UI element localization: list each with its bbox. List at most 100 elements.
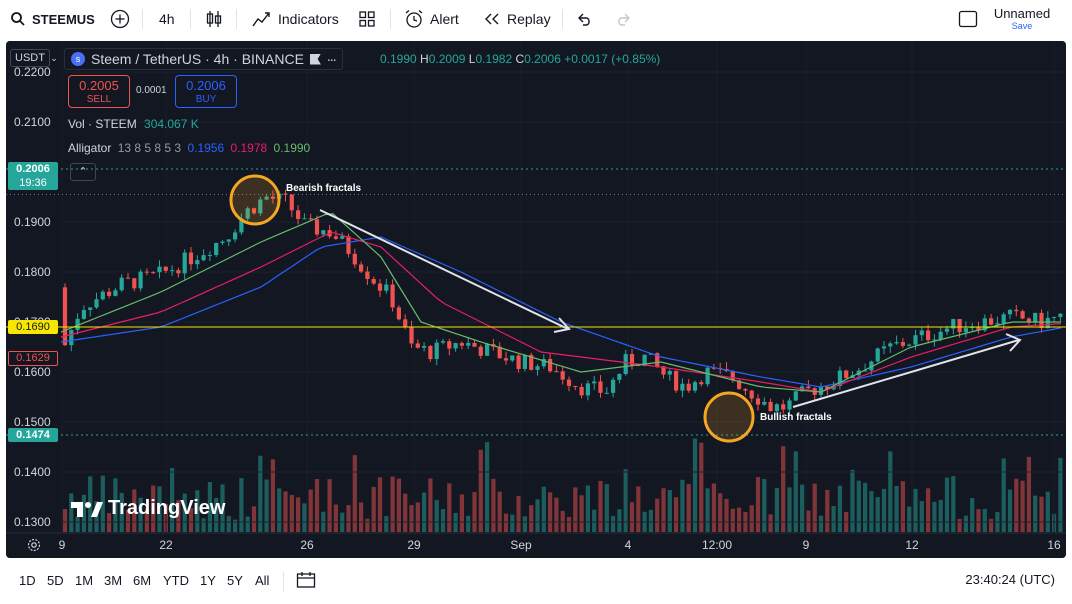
time-tick-label: 16 (1047, 538, 1061, 552)
candle-body (674, 371, 679, 391)
candle-body (472, 342, 477, 347)
volume-bar (491, 478, 496, 532)
volume-bar (1007, 489, 1013, 532)
volume-bar (182, 493, 187, 532)
candle-body (755, 398, 761, 405)
volume-bar (409, 504, 414, 532)
range-button-1y[interactable]: 1Y (200, 573, 216, 588)
range-button-1d[interactable]: 1D (19, 573, 36, 588)
annotations[interactable] (229, 174, 1022, 443)
volume-bar (377, 477, 383, 532)
goto-date-button[interactable] (296, 571, 316, 592)
candle-body (245, 208, 250, 219)
volume-bar (989, 518, 994, 532)
candle-body (522, 354, 527, 369)
volume-bar (919, 501, 924, 532)
volume-legend[interactable]: Vol · STEEM 304.067 K (68, 117, 199, 131)
alligator-legend[interactable]: Alligator 13 8 5 8 5 3 0.1956 0.1978 0.1… (68, 141, 310, 155)
candle-body (541, 358, 546, 367)
layout-checkbox[interactable] (958, 0, 978, 38)
candle-body (396, 307, 401, 320)
candle-body (951, 319, 956, 329)
range-button-3m[interactable]: 3M (104, 573, 123, 588)
candle-body (151, 272, 156, 274)
volume-bar (806, 510, 811, 532)
volume-bar (151, 485, 156, 532)
undo-button[interactable] (576, 0, 594, 38)
candle-body (113, 290, 118, 296)
volume-bar (604, 484, 609, 532)
replay-button[interactable]: Replay (483, 0, 551, 38)
toolbar-divider (236, 9, 237, 29)
price-chart[interactable]: 0.22000.21000.19000.18000.17000.16000.15… (6, 41, 1066, 558)
indicators-button[interactable]: Indicators (252, 0, 339, 38)
symbol-legend[interactable]: s Steem / TetherUS · 4h · BINANCE ∙∙∙ (64, 48, 343, 70)
volume-bar (132, 489, 137, 532)
alarm-clock-icon (405, 10, 423, 28)
volume-bar (403, 493, 408, 532)
range-button-ytd[interactable]: YTD (163, 573, 189, 588)
volume-bar (1033, 495, 1038, 532)
chart-type-button[interactable] (205, 0, 223, 38)
bearish-trend-arrow[interactable] (319, 209, 569, 330)
volume-bar (957, 518, 962, 532)
currency-button[interactable]: USDT ⌄ (10, 49, 58, 67)
compare-button[interactable] (110, 0, 130, 38)
more-icon[interactable]: ∙∙∙ (326, 51, 337, 67)
bearish-fractal-circle[interactable] (229, 174, 281, 226)
volume-bar (944, 477, 950, 532)
bullish-fractal-circle[interactable] (703, 391, 755, 443)
volume-bar (283, 491, 288, 532)
sell-button[interactable]: 0.2005 SELL (68, 75, 130, 108)
alligator-lines (60, 213, 1062, 393)
volume-bar (422, 492, 427, 532)
utc-clock[interactable]: 23:40:24 (UTC) (965, 572, 1055, 587)
volume-bar (107, 513, 112, 532)
candle-body (989, 318, 994, 325)
templates-button[interactable] (358, 0, 376, 38)
candle-body (919, 330, 924, 336)
volume-bar (636, 486, 641, 532)
candle-body (170, 270, 175, 272)
bullish-trend-arrow[interactable] (792, 339, 1020, 408)
volume-bar (459, 494, 464, 532)
last-price: 0.2006 (16, 163, 50, 175)
range-button-5d[interactable]: 5D (47, 573, 64, 588)
buy-button[interactable]: 0.2006 BUY (175, 75, 237, 108)
range-button-6m[interactable]: 6M (133, 573, 152, 588)
redo-button[interactable] (614, 0, 632, 38)
interval-button[interactable]: 4h (159, 0, 175, 38)
horizontal-lines[interactable] (6, 168, 1066, 436)
candle-body (453, 343, 458, 349)
candle-body (466, 342, 471, 346)
tradingview-watermark[interactable]: TradingView (70, 497, 225, 520)
candle-body (529, 354, 534, 370)
chart-settings-button[interactable] (26, 537, 42, 556)
bullish-fractals-label[interactable]: Bullish fractals (760, 412, 832, 423)
candle-body (384, 284, 389, 291)
range-button-5y[interactable]: 5Y (227, 573, 243, 588)
candle-body (333, 236, 338, 239)
alert-button[interactable]: Alert (404, 0, 459, 38)
candle-body (598, 381, 603, 393)
volume-bar (711, 483, 716, 532)
volume-bar (535, 499, 540, 532)
range-button-1m[interactable]: 1M (75, 573, 94, 588)
plus-circle-icon (110, 9, 130, 29)
top-toolbar: STEEMUS 4h Indicators Alert Replay (0, 0, 1072, 38)
volume-bar (365, 518, 370, 532)
arrowhead (553, 317, 571, 333)
volume-bar (296, 497, 301, 532)
collapse-legend-button[interactable]: ⌃ (70, 163, 96, 181)
volume-bar (926, 488, 931, 532)
volume-bar (138, 497, 143, 532)
candle-body (913, 335, 918, 345)
chart-pane[interactable]: 0.22000.21000.19000.18000.17000.16000.15… (6, 41, 1066, 558)
symbol-search-button[interactable]: STEEMUS (10, 0, 95, 38)
candle-body (680, 383, 685, 391)
candle-body (869, 361, 874, 371)
layout-name-button[interactable]: Unnamed Save (992, 7, 1052, 32)
bearish-fractals-label[interactable]: Bearish fractals (286, 183, 362, 194)
range-button-all[interactable]: All (255, 573, 270, 588)
volume-bar (541, 486, 546, 532)
